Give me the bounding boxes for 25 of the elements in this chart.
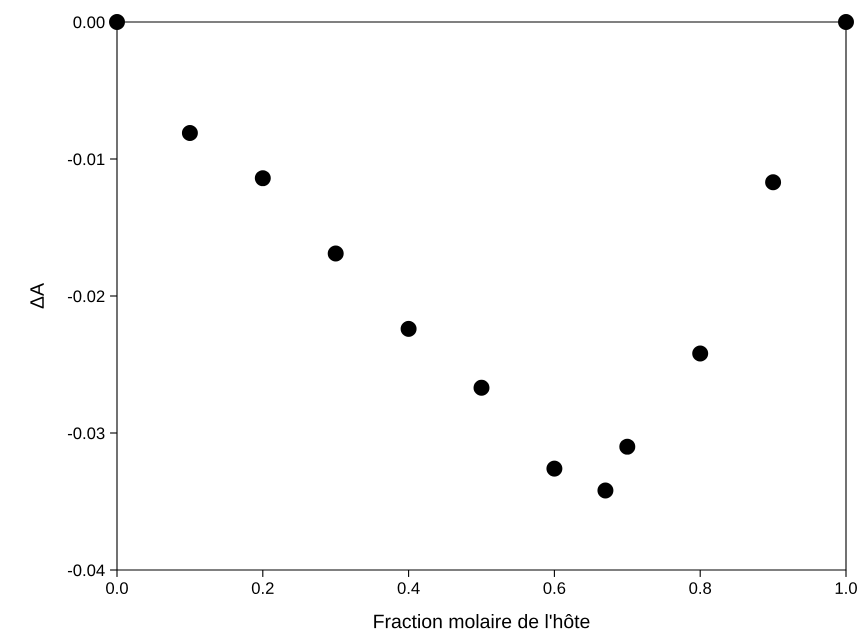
x-tick-label: 0.0 (106, 582, 128, 594)
y-axis-title: ΔA (30, 283, 44, 308)
y-tick-label: -0.01 (68, 153, 104, 166)
x-tick-label: 0.2 (252, 582, 274, 594)
x-tick-label: 0.4 (398, 582, 420, 594)
point (765, 174, 782, 190)
x-tick-label: 0.8 (689, 582, 712, 594)
y-tick-label: -0.04 (68, 564, 105, 576)
x-tick-label: 1.0 (836, 582, 857, 594)
point (400, 320, 417, 337)
y-tick-label: -0.02 (68, 290, 104, 302)
point (546, 460, 562, 477)
point (474, 380, 490, 396)
y-tick-label: 0.00 (73, 16, 105, 28)
point (597, 482, 614, 499)
point (109, 14, 125, 30)
point (254, 170, 271, 186)
point (619, 438, 636, 455)
x-axis-title: Fraction molaire de l'hôte (374, 614, 590, 628)
point (692, 346, 708, 362)
point (328, 246, 344, 262)
x-tick-label: 0.6 (543, 582, 566, 594)
y-tick-label: -0.03 (68, 427, 104, 440)
point (838, 14, 854, 30)
point (182, 124, 198, 141)
